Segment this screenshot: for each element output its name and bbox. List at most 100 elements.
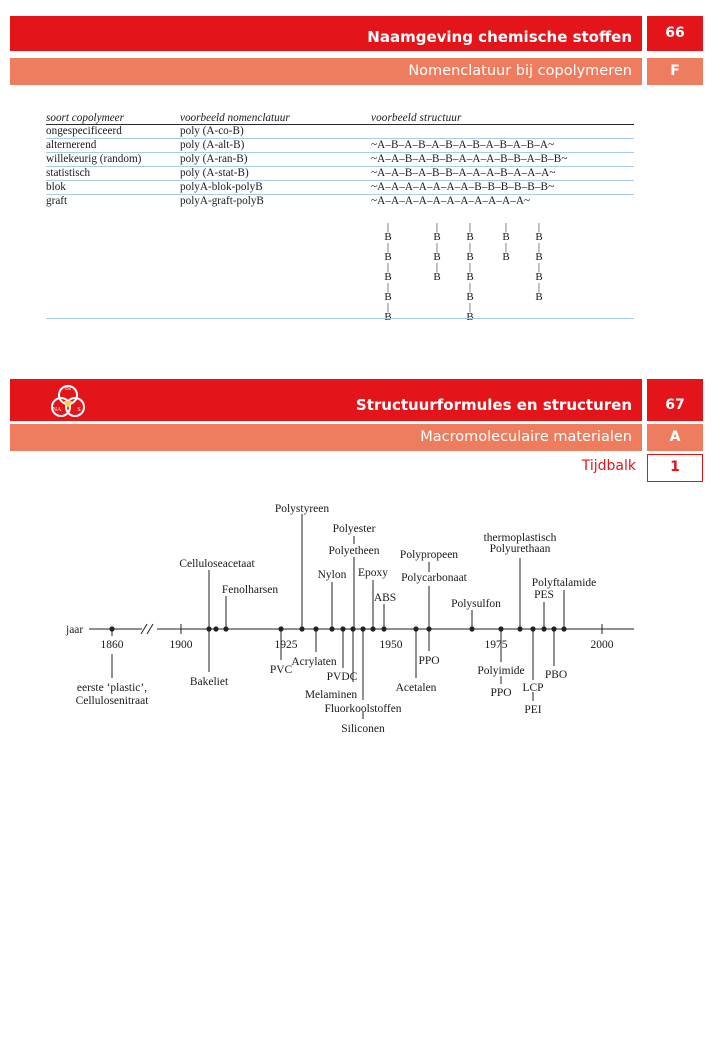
topic-label: Tijdbalk (581, 458, 636, 474)
table-row: ongespecificeerd poly (A-co-B) (46, 125, 634, 139)
logo-circle-right (65, 397, 85, 417)
event-label: Melaminen (305, 689, 358, 701)
event-label: thermoplastisch (484, 532, 557, 544)
branch-unit: B (535, 231, 543, 243)
event-label: eerste ‘plastic’, (77, 682, 147, 694)
subsection-title: Macromoleculaire materialen (420, 429, 632, 445)
timeline-dot (413, 626, 419, 632)
page-number: 66 (665, 25, 685, 41)
axis-label: jaar (65, 624, 83, 636)
subsection-bar: Macromoleculaire materialen (10, 424, 642, 451)
header-type: soort copolymeer (46, 112, 124, 124)
timeline-dot (498, 626, 504, 632)
branch-unit: B (433, 231, 441, 243)
event-label: Polyurethaan (490, 543, 551, 555)
branch-unit: B (466, 311, 474, 323)
event-label: Siliconen (341, 723, 385, 735)
table-header: soort copolymeer voorbeeld nomenclatuur … (46, 112, 634, 125)
section-title-bar: Structuurformules en structuren (10, 379, 642, 421)
event-label: PVDC (327, 671, 358, 683)
cell-nomenclature: poly (A-ran-B) (180, 153, 248, 165)
event-label: Fenolharsen (222, 584, 278, 596)
event-label: ABS (374, 592, 396, 604)
timeline-dot (109, 626, 115, 632)
cell-structure: ~A–B–A–B–A–B–A–B–A–B–A–B–A~ (371, 139, 555, 151)
table-row: willekeurig (random) poly (A-ran-B) ~A–A… (46, 153, 634, 167)
logo-circle-left (51, 397, 71, 417)
cell-structure: ~A–A–B–A–B–B–A–A–A–B–B–A–B–B~ (371, 153, 568, 165)
branch-unit: B (384, 231, 392, 243)
cell-nomenclature: poly (A-co-B) (180, 125, 244, 137)
branch-unit: B (535, 251, 543, 263)
timeline-dot (213, 626, 219, 632)
timeline-dot (223, 626, 229, 632)
table-row: blok polyA-blok-polyB ~A–A–A–A–A–A–A–B–B… (46, 181, 634, 195)
event-label: Celluloseacetaat (179, 558, 255, 570)
cell-nomenclature: poly (A-alt-B) (180, 139, 245, 151)
timeline-dot (426, 626, 432, 632)
branch-unit: B (466, 271, 474, 283)
timeline-dot (360, 626, 366, 632)
timeline-dot (350, 626, 356, 632)
year-label: 1860 (101, 639, 124, 651)
event-label: Polyimide (477, 665, 524, 677)
table-row: alternerend poly (A-alt-B) ~A–B–A–B–A–B–… (46, 139, 634, 153)
event-label: Epoxy (358, 567, 388, 579)
section-letter-box: F (647, 58, 703, 85)
event-label: Polyftalamide (532, 577, 597, 589)
event-label: Polyester (333, 523, 376, 535)
page-number-box: 66 (647, 16, 703, 51)
timeline: jaar 1860 1900 1925 1950 1975 2000 eerst… (65, 503, 634, 735)
section-title-bar: Naamgeving chemische stoffen (10, 16, 642, 51)
cell-nomenclature: poly (A-stat-B) (180, 167, 249, 179)
cell-structure: ~A–A–B–A–B–B–A–A–A–B–A–A–A~ (371, 167, 556, 179)
event-label: Polyetheen (328, 545, 379, 557)
graft-branch: | B | B | B (433, 221, 441, 283)
section-title: Structuurformules en structuren (355, 396, 632, 414)
branch-unit: B (433, 251, 441, 263)
timeline-dot (313, 626, 319, 632)
event-label: PBO (545, 669, 567, 681)
copolymer-table: soort copolymeer voorbeeld nomenclatuur … (46, 112, 634, 208)
year-label: 1925 (275, 639, 298, 651)
timeline-dot (278, 626, 284, 632)
axis-break (140, 623, 148, 635)
page-number-box: 67 (647, 379, 703, 421)
event-label: PVC (270, 664, 293, 676)
branch-unit: B (502, 231, 510, 243)
axis-break (146, 623, 154, 635)
branch-unit: B (384, 291, 392, 303)
logo-text-right: S (77, 407, 80, 413)
section-letter: A (669, 429, 681, 445)
graft-branch: | B | B | B | B (535, 221, 543, 303)
year-label: 2000 (591, 639, 614, 651)
timeline-dot (381, 626, 387, 632)
branch-unit: B (535, 291, 543, 303)
header-nomenclature: voorbeeld nomenclatuur (180, 112, 290, 124)
event-label: PPO (490, 687, 511, 699)
timeline-dot (541, 626, 547, 632)
cell-type: alternerend (46, 139, 97, 151)
year-label: 1975 (485, 639, 508, 651)
subsection-title: Nomenclatuur bij copolymeren (408, 63, 632, 79)
timeline-dot (517, 626, 523, 632)
logo-center (64, 401, 72, 408)
graft-branch: | B | B | B | B | B (384, 221, 392, 323)
section-title: Naamgeving chemische stoffen (367, 28, 632, 46)
table-row: graft polyA-graft-polyB ~A–A–A–A–A–A–A–A… (46, 195, 634, 208)
event-label: Polysulfon (451, 598, 501, 610)
timeline-dot (329, 626, 335, 632)
branch-unit: B (466, 231, 474, 243)
event-label: PEI (524, 704, 541, 716)
timeline-dot (340, 626, 346, 632)
topic-number: 1 (670, 459, 680, 475)
table-row: statistisch poly (A-stat-B) ~A–A–B–A–B–B… (46, 167, 634, 181)
event-label: LCP (522, 682, 543, 694)
timeline-dot (370, 626, 376, 632)
event-label: Polycarbonaat (401, 572, 468, 584)
branch-unit: B (535, 271, 543, 283)
graft-branch: | B | B | B | B | B (466, 221, 474, 323)
timeline-dot (206, 626, 212, 632)
event-label: PES (534, 589, 554, 601)
timeline-dot (530, 626, 536, 632)
